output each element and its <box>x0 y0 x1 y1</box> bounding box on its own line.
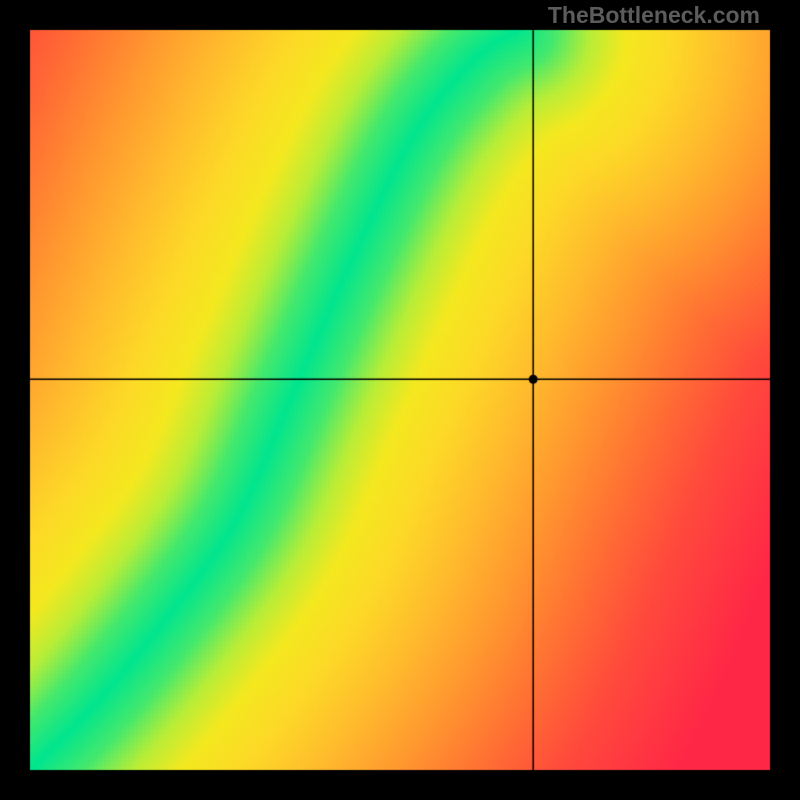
watermark-text: TheBottleneck.com <box>548 2 760 29</box>
chart-container: TheBottleneck.com <box>0 0 800 800</box>
heatmap-canvas <box>0 0 800 800</box>
